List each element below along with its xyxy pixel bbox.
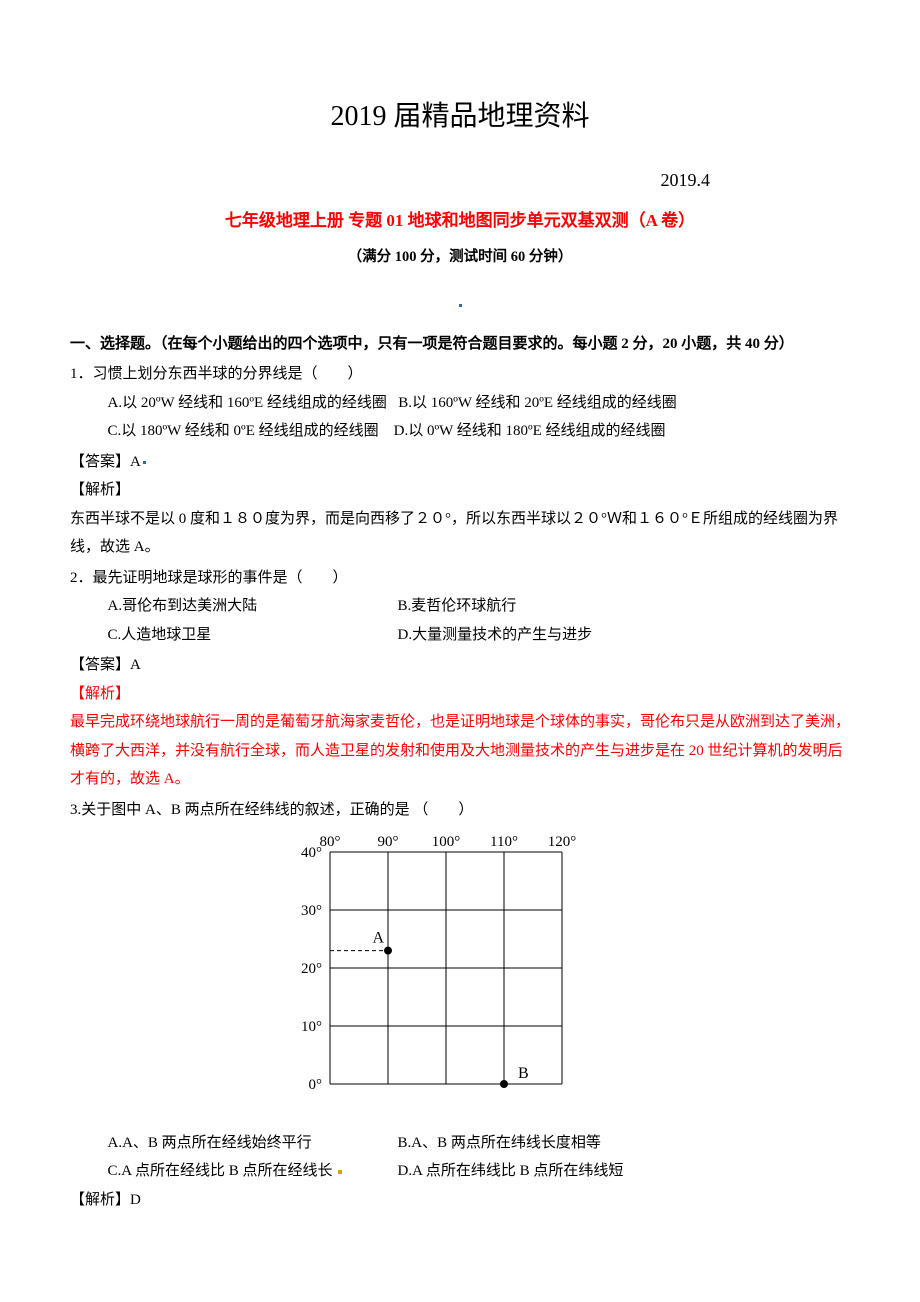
svg-text:0°: 0° [309, 1077, 323, 1093]
svg-text:B: B [518, 1065, 529, 1082]
svg-text:90°: 90° [378, 834, 399, 850]
q2-jiexi-label: 【解析】 [70, 680, 850, 709]
header-date: 2019.4 [70, 163, 850, 197]
svg-text:10°: 10° [301, 1019, 322, 1035]
q3-option-a: A.A、B 两点所在经线始终平行 [108, 1129, 398, 1158]
svg-text:100°: 100° [432, 834, 461, 850]
q3-option-c-text: C.A 点所在经线比 B 点所在经线长 [108, 1163, 333, 1179]
question-2-options-row1: A.哥伦布到达美洲大陆 B.麦哲伦环球航行 [70, 592, 850, 621]
svg-text:20°: 20° [301, 961, 322, 977]
q2-answer: 【答案】A [70, 651, 850, 680]
svg-text:A: A [372, 930, 384, 947]
main-title: 2019 届精品地理资料 [70, 90, 850, 143]
q3-jiexi: 【解析】D [70, 1186, 850, 1215]
question-2-stem: 2．最先证明地球是球形的事件是（ ） [70, 564, 850, 593]
q3-option-c: C.A 点所在经线比 B 点所在经线长 [108, 1157, 398, 1186]
q1-jiexi-label: 【解析】 [70, 476, 850, 505]
grid-svg: 80° 90° 100° 110° 120° 40° 30° 20° 10° 0° A B [280, 832, 640, 1112]
q1-option-c: C.以 180ºW 经线和 0ºE 经线组成的经线圈 [108, 423, 379, 439]
q1-option-b: B.以 160ºW 经线和 20ºE 经线组成的经线圈 [398, 395, 677, 411]
svg-text:40°: 40° [301, 845, 322, 861]
q3-option-d: D.A 点所在纬线比 B 点所在纬线短 [398, 1157, 851, 1186]
question-3-stem: 3.关于图中 A、B 两点所在经纬线的叙述，正确的是 （ ） [70, 796, 850, 825]
question-3-options-row1: A.A、B 两点所在经线始终平行 B.A、B 两点所在纬线长度相等 [70, 1129, 850, 1158]
q2-option-b: B.麦哲伦环球航行 [398, 592, 851, 621]
q2-option-a: A.哥伦布到达美洲大陆 [108, 592, 398, 621]
svg-text:30°: 30° [301, 903, 322, 919]
q2-jiexi-text: 最早完成环绕地球航行一周的是葡萄牙航海家麦哲伦，也是证明地球是个球体的事实，哥伦… [70, 708, 850, 794]
q2-option-d: D.大量测量技术的产生与进步 [398, 621, 851, 650]
question-3-options-row2: C.A 点所在经线比 B 点所在经线长 D.A 点所在纬线比 B 点所在纬线短 [70, 1157, 850, 1186]
svg-text:80°: 80° [320, 834, 341, 850]
q1-answer: 【答案】A [70, 448, 850, 477]
section-one-heading: 一、选择题。（在每个小题给出的四个选项中，只有一项是符合题目要求的。每小题 2 … [70, 330, 850, 359]
q1-answer-text: 【答案】A [70, 454, 141, 470]
q3-option-b: B.A、B 两点所在纬线长度相等 [398, 1129, 851, 1158]
decorative-dot-icon [338, 1170, 342, 1174]
latlon-grid-diagram: 80° 90° 100° 110° 120° 40° 30° 20° 10° 0° A B [70, 832, 850, 1123]
svg-text:110°: 110° [490, 834, 518, 850]
question-1-stem: 1．习惯上划分东西半球的分界线是（ ） [70, 360, 850, 389]
decorative-dot [70, 291, 850, 320]
exam-meta: （满分 100 分，测试时间 60 分钟） [70, 244, 850, 272]
question-1-options-row2: C.以 180ºW 经线和 0ºE 经线组成的经线圈 D.以 0ºW 经线和 1… [70, 417, 850, 446]
q1-option-a: A.以 20ºW 经线和 160ºE 经线组成的经线圈 [108, 395, 387, 411]
q2-option-c: C.人造地球卫星 [108, 621, 398, 650]
question-2-options-row2: C.人造地球卫星 D.大量测量技术的产生与进步 [70, 621, 850, 650]
q1-jiexi-text: 东西半球不是以 0 度和１８０度为界，而是向西移了２０°，所以东西半球以２０°Ｗ… [70, 505, 850, 562]
svg-text:120°: 120° [548, 834, 577, 850]
red-subtitle: 七年级地理上册 专题 01 地球和地图同步单元双基双测（A 卷） [70, 205, 850, 237]
question-1-options-row1: A.以 20ºW 经线和 160ºE 经线组成的经线圈 B.以 160ºW 经线… [70, 389, 850, 418]
q1-option-d: D.以 0ºW 经线和 180ºE 经线组成的经线圈 [394, 423, 666, 439]
decorative-dot-icon [143, 461, 146, 464]
